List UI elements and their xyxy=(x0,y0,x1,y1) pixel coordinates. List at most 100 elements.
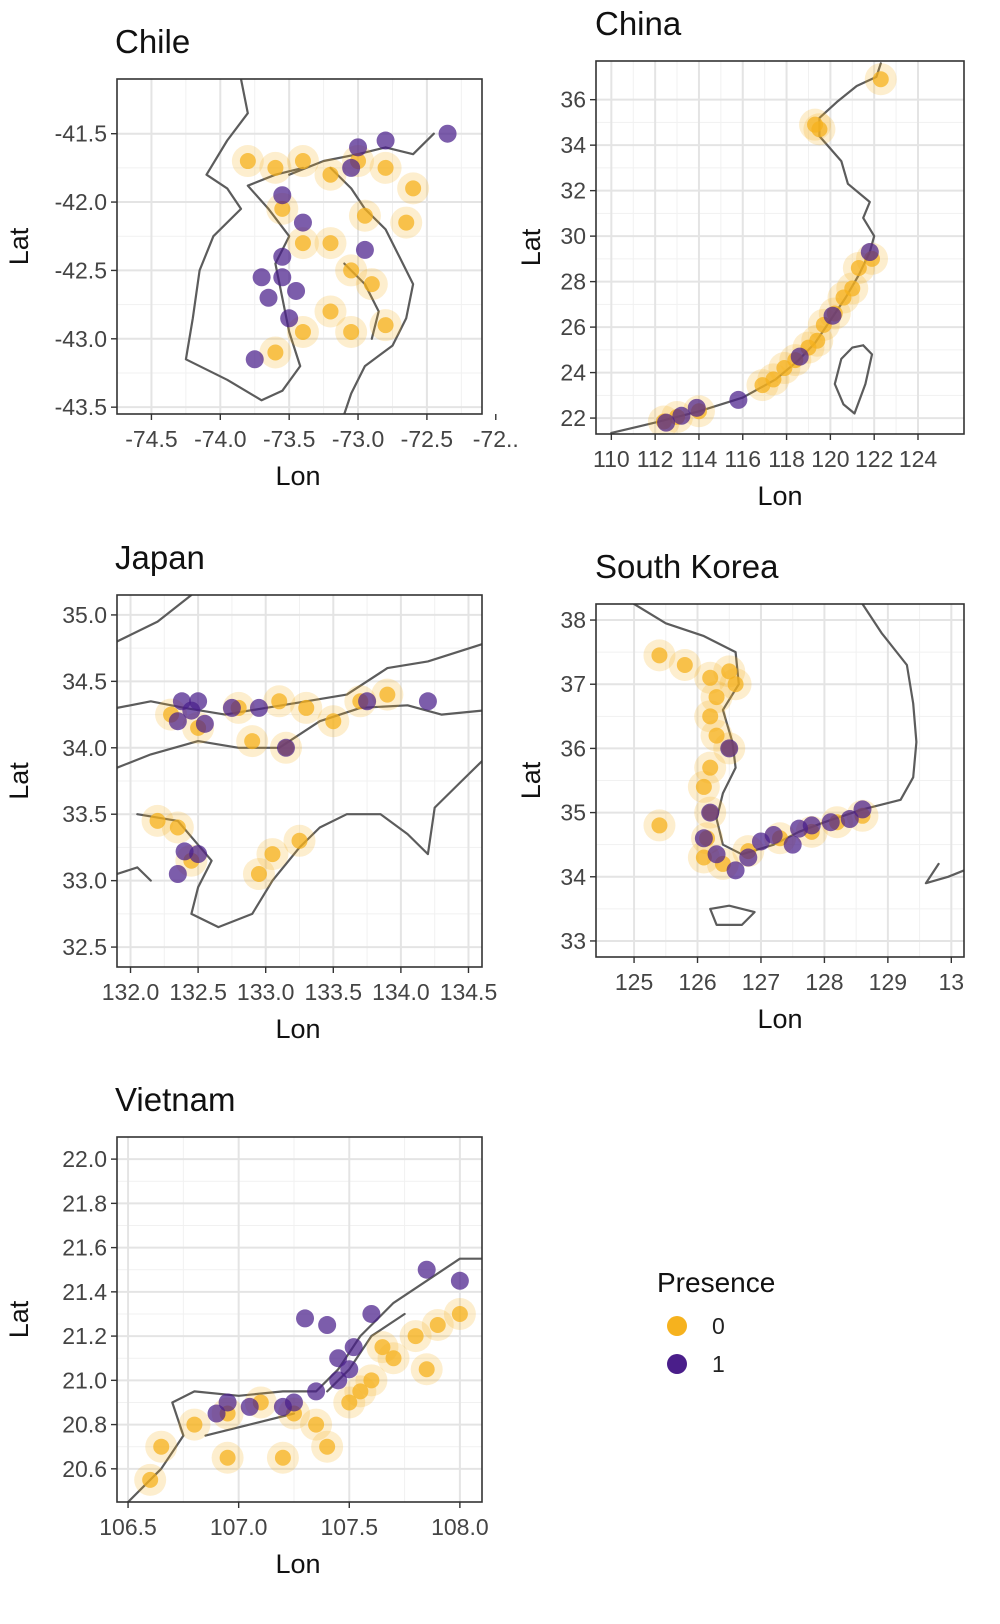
x-tick-label: 126 xyxy=(678,969,716,995)
absence-point xyxy=(708,727,725,744)
presence-point xyxy=(273,247,292,266)
x-tick-label: -72.. xyxy=(473,426,519,452)
y-tick-label: 20.6 xyxy=(62,1456,107,1482)
presence-point xyxy=(418,692,437,711)
x-tick-label: 108.0 xyxy=(431,1514,489,1540)
absence-point xyxy=(294,323,311,340)
y-tick-label: 21.4 xyxy=(62,1279,107,1305)
y-tick-label: 33.0 xyxy=(62,868,107,894)
presence-point xyxy=(175,842,194,861)
plot-frame xyxy=(116,1136,483,1503)
plot-frame xyxy=(116,78,483,415)
x-tick-label: -74.0 xyxy=(194,426,246,452)
panel-chile: Chile -74.5 -74.0 -73.5 -73.0 -72.5 -72.. -41.5… xyxy=(4,23,519,491)
presence-point xyxy=(329,1349,348,1368)
absence-point xyxy=(377,317,394,334)
presence-point xyxy=(245,350,264,369)
presence-point xyxy=(189,692,208,711)
presence-point xyxy=(726,861,745,880)
y-axis-label: Lat xyxy=(4,227,34,265)
x-tick-label: 134.5 xyxy=(440,979,498,1005)
y-tick-label: 26 xyxy=(560,314,586,340)
y-tick-label: 38 xyxy=(560,607,586,633)
coastline xyxy=(117,595,193,643)
presence-point xyxy=(293,213,312,232)
absence-point xyxy=(702,759,719,776)
x-axis-label: Lon xyxy=(275,1549,320,1579)
panel-south-korea: South Korea 125 126 127 128 129 13 33 34 35 36 37 38… xyxy=(516,548,965,1034)
absence-point xyxy=(702,708,719,725)
presence-point xyxy=(438,124,457,143)
absence-point xyxy=(294,235,311,252)
panel-title: Japan xyxy=(115,539,205,576)
presence-point xyxy=(707,845,726,864)
absence-point xyxy=(844,280,861,297)
y-tick-label: 33.5 xyxy=(62,801,107,827)
x-tick-label: 107.5 xyxy=(320,1514,378,1540)
y-axis-label: Lat xyxy=(4,762,34,800)
absence-point xyxy=(352,1383,369,1400)
x-tick-label: 125 xyxy=(615,969,653,995)
absence-point xyxy=(169,819,186,836)
presence-point xyxy=(802,816,821,835)
y-tick-label: 36 xyxy=(560,87,586,113)
absence-point xyxy=(343,323,360,340)
absence-point xyxy=(271,693,288,710)
presence-point xyxy=(823,306,842,325)
absence-point xyxy=(264,846,281,863)
presence-point xyxy=(287,281,306,300)
x-tick-label: 127 xyxy=(742,969,780,995)
presence-point xyxy=(840,810,859,829)
legend: Presence 0 1 xyxy=(657,1267,775,1377)
presence-point xyxy=(222,698,241,717)
y-tick-label: 30 xyxy=(560,223,586,249)
plot-frame xyxy=(595,603,965,958)
absence-point xyxy=(651,817,668,834)
absence-point xyxy=(319,1438,336,1455)
y-axis-label: Lat xyxy=(516,761,546,799)
legend-key-0 xyxy=(667,1316,687,1336)
presence-point xyxy=(853,800,872,819)
presence-point xyxy=(280,309,299,328)
plot-frame xyxy=(595,60,965,435)
presence-point xyxy=(450,1271,469,1290)
presence-point xyxy=(376,131,395,150)
absence-point xyxy=(676,656,693,673)
absence-point xyxy=(407,1328,424,1345)
presence-point xyxy=(296,1309,315,1328)
absence-point xyxy=(274,1449,291,1466)
absence-point xyxy=(385,1350,402,1367)
presence-point xyxy=(342,158,361,177)
panel-vietnam: Vietnam 106.5 107.0 107.5 108.0 20.6 20.8 21.0 2… xyxy=(4,1081,489,1579)
absence-point xyxy=(377,159,394,176)
y-tick-label: -41.5 xyxy=(55,121,107,147)
presence-point xyxy=(273,268,292,287)
x-axis-label: Lon xyxy=(275,461,320,491)
presence-point xyxy=(764,826,783,845)
absence-point xyxy=(850,259,867,276)
absence-point xyxy=(727,676,744,693)
absence-point xyxy=(267,344,284,361)
absence-point xyxy=(702,669,719,686)
presence-point xyxy=(168,712,187,731)
x-tick-label: 106.5 xyxy=(99,1514,157,1540)
absence-point xyxy=(429,1317,446,1334)
presence-point xyxy=(672,406,691,425)
absence-point xyxy=(341,1394,358,1411)
absence-point xyxy=(322,166,339,183)
x-tick-label: -73.0 xyxy=(332,426,384,452)
x-tick-label: -74.5 xyxy=(125,426,177,452)
presence-point xyxy=(249,698,268,717)
presence-point xyxy=(783,835,802,854)
panel-title: South Korea xyxy=(595,548,779,585)
y-tick-label: 37 xyxy=(560,671,586,697)
absence-point xyxy=(219,1449,236,1466)
panel-title: Chile xyxy=(115,23,190,60)
x-tick-label: 107.0 xyxy=(210,1514,268,1540)
absence-point xyxy=(298,699,315,716)
x-tick-label: 132.0 xyxy=(102,979,160,1005)
presence-point xyxy=(195,714,214,733)
coastline xyxy=(204,1412,296,1437)
absence-point xyxy=(356,207,373,224)
coastline xyxy=(709,904,756,926)
